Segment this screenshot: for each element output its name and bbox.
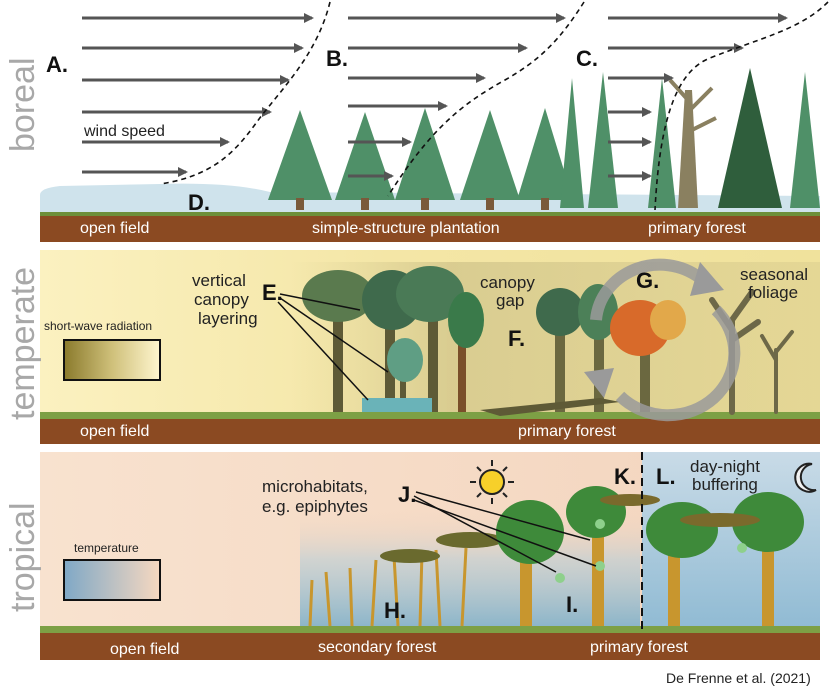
radiation-gradient-box — [63, 339, 161, 381]
autumn-tree — [610, 300, 686, 412]
tropical-ground-primary-forest: primary forest — [590, 639, 688, 656]
temperate-trees — [302, 266, 794, 416]
label-h: H. — [384, 598, 406, 623]
label-d: D. — [188, 190, 210, 215]
tropical-ground-open-field: open field — [110, 641, 179, 658]
row-label-tropical: tropical — [4, 502, 42, 612]
temperate-ground — [40, 418, 820, 444]
label-i: I. — [566, 592, 578, 617]
wind-speed-label: wind speed — [83, 123, 165, 140]
tropical-big-tree — [732, 492, 804, 626]
conifer-tree — [790, 72, 820, 208]
wind-profile-curves — [159, 1, 829, 211]
primary-boreal-trees — [560, 68, 820, 208]
vertical-layering-line1: vertical — [192, 271, 246, 290]
conifer-tree — [395, 108, 455, 210]
label-c: C. — [576, 46, 598, 71]
moon-icon — [794, 462, 817, 493]
conifer-tree — [560, 78, 584, 208]
secondary-forest-trees — [308, 547, 468, 627]
boreal-ground-plantation: simple-structure plantation — [312, 220, 500, 237]
tropical-ground-secondary-forest: secondary forest — [318, 639, 437, 656]
broadleaf-tree — [536, 288, 584, 412]
broadleaf-tree — [396, 266, 464, 412]
temperate-ground-open-field: open field — [80, 423, 149, 440]
conifer-tree — [588, 72, 618, 208]
temperate-ground-primary-forest: primary forest — [518, 423, 616, 440]
temperature-gradient-box — [63, 559, 161, 601]
temperature-label: temperature — [74, 541, 139, 555]
conifer-tree — [648, 78, 676, 208]
microhabitats-line2: e.g. epiphytes — [262, 497, 368, 516]
label-g: G. — [636, 268, 659, 293]
boreal-ground-open-field: open field — [80, 220, 149, 237]
conifer-tree — [460, 110, 520, 210]
seasonal-foliage-line1: seasonal — [740, 265, 808, 284]
cycle-arrow-icon — [584, 258, 741, 422]
label-b: B. — [326, 46, 348, 71]
epiphytes — [555, 519, 747, 583]
sun-icon — [470, 460, 514, 504]
seasonal-foliage-line2: foliage — [748, 283, 798, 302]
conifer-tree — [268, 110, 332, 210]
canopy-layer — [600, 494, 760, 527]
canopy-gap-line1: canopy — [480, 273, 535, 292]
temperate-grass — [40, 412, 820, 419]
credit-text: De Frenne et al. (2021) — [666, 670, 811, 686]
dead-tree — [678, 90, 698, 208]
callout-lines-j — [413, 491, 597, 573]
wind-arrows — [82, 13, 788, 181]
label-k: K. — [614, 464, 636, 489]
label-e: E. — [262, 280, 283, 305]
vertical-layering-line2: canopy — [194, 290, 249, 309]
tropical-ground — [40, 632, 820, 660]
boreal-row: boreal A. B. C. D. wind speed open field… — [4, 1, 829, 242]
fallen-log — [480, 398, 620, 416]
bare-tree — [760, 330, 794, 414]
boreal-grass-edge — [40, 212, 820, 216]
day-night-line1: day-night — [690, 457, 760, 476]
label-f: F. — [508, 326, 525, 351]
broadleaf-tree — [448, 292, 484, 412]
callout-lines-e — [277, 293, 389, 401]
day-night-line2: buffering — [692, 475, 758, 494]
boreal-ground-primary-forest: primary forest — [648, 220, 746, 237]
tropical-trees — [308, 486, 804, 627]
microhabitats-line1: microhabitats, — [262, 477, 368, 496]
conifer-tree — [335, 112, 395, 210]
conifer-tree — [718, 68, 782, 208]
temperate-row: short-wave radiation — [4, 250, 820, 444]
vertical-layering-line3: layering — [198, 309, 258, 328]
secondary-canopy — [380, 532, 504, 563]
canopy-gap-line2: gap — [496, 291, 524, 310]
conifer-tree — [517, 108, 573, 210]
plantation-trees — [268, 108, 573, 210]
boreal-ground — [40, 214, 820, 242]
label-j: J. — [398, 482, 416, 507]
row-label-temperate: temperate — [4, 267, 42, 420]
label-l: L. — [656, 464, 676, 489]
understory-tree — [387, 338, 423, 412]
radiation-label: short-wave radiation — [44, 319, 152, 333]
tropical-row: temperature — [4, 452, 820, 660]
row-label-boreal: boreal — [4, 57, 42, 152]
label-a: A. — [46, 52, 68, 77]
tropical-grass — [40, 626, 820, 633]
ground-vegetation — [362, 398, 432, 412]
